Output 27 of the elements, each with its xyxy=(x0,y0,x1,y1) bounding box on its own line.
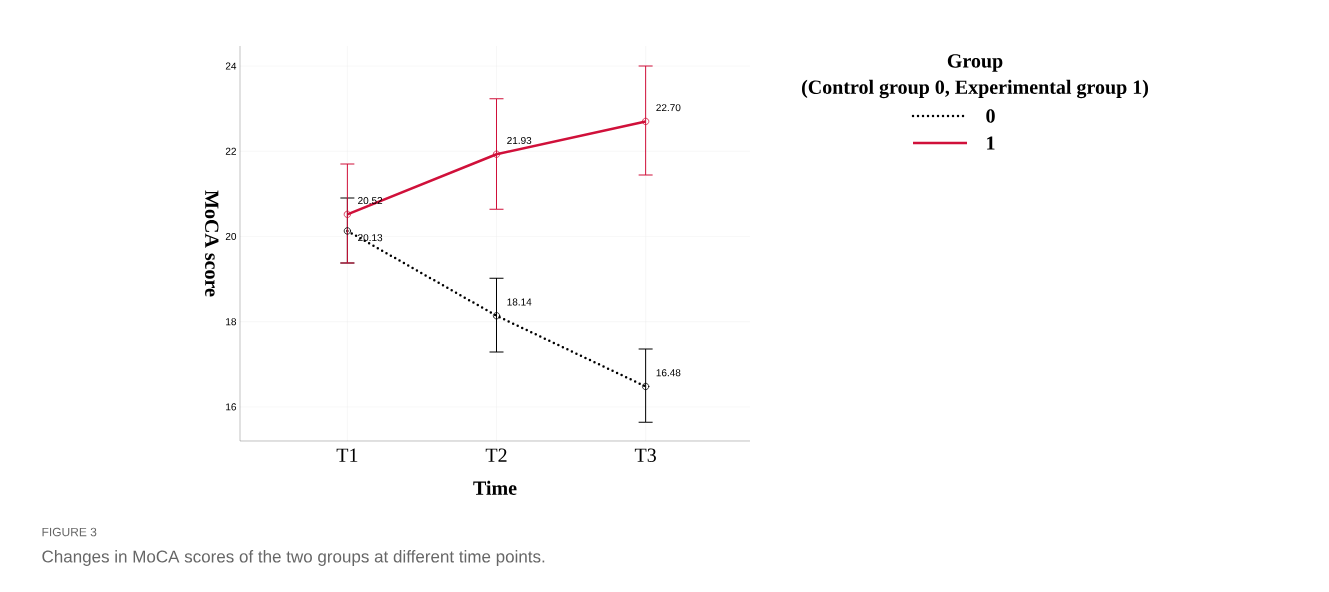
y-tick-label: 22 xyxy=(225,147,236,155)
x-tick-label: T2 xyxy=(485,448,507,462)
point xyxy=(492,312,501,320)
y-tick-label: 20 xyxy=(225,232,237,240)
text: (Control group 0, Experimental group 1) xyxy=(801,79,1149,99)
point xyxy=(642,117,650,126)
point xyxy=(343,210,351,218)
caption: FIGURE 3 xyxy=(42,527,97,537)
data-label: 16.48 xyxy=(656,369,681,377)
x-axis-title: Time xyxy=(473,480,517,495)
x-tick-label: T1 xyxy=(336,448,358,462)
y-tick-label: 18 xyxy=(226,318,237,326)
data-label: 20.13 xyxy=(358,234,383,242)
legend-title: Group xyxy=(947,54,1003,72)
data-label: 18.14 xyxy=(507,298,532,306)
legend-label: 1 xyxy=(987,136,995,150)
point xyxy=(492,150,501,158)
y-tick-label: 16 xyxy=(226,403,237,411)
y-axis-title: MoCA score xyxy=(205,190,219,297)
x-tick-label: T3 xyxy=(634,448,656,462)
text: Changes in MoCA scores of the two groups at different time points. xyxy=(42,550,545,566)
data-label: 22.70 xyxy=(656,104,681,112)
point xyxy=(343,227,351,235)
legend-label: 0 xyxy=(986,109,995,123)
y-tick-label: 24 xyxy=(225,62,237,70)
point xyxy=(642,382,650,391)
data-label: 21.93 xyxy=(507,136,532,145)
